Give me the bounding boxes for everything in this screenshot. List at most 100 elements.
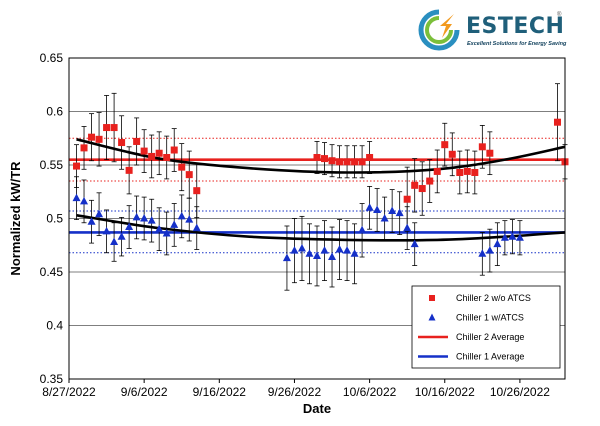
x-axis-title: Date bbox=[303, 401, 331, 416]
chiller-2-point bbox=[343, 145, 351, 179]
chiller-1-point bbox=[320, 220, 329, 281]
square-marker bbox=[148, 152, 156, 160]
chiller-1-point bbox=[403, 206, 412, 250]
y-tick-label: 0.45 bbox=[40, 265, 64, 279]
triangle-marker bbox=[380, 214, 389, 222]
square-marker bbox=[163, 154, 171, 162]
square-marker bbox=[193, 187, 201, 195]
x-tick-label: 9/16/2022 bbox=[193, 385, 247, 399]
triangle-marker bbox=[125, 222, 134, 231]
legend-entry-label: Chiller 2 Average bbox=[456, 332, 524, 342]
chiller-1-point bbox=[335, 219, 344, 280]
square-marker bbox=[328, 157, 336, 165]
triangle-marker bbox=[147, 216, 156, 224]
x-tick-label: 8/27/2022 bbox=[42, 385, 96, 399]
chiller-1-point bbox=[177, 194, 186, 239]
triangle-marker bbox=[297, 243, 306, 252]
triangle-marker bbox=[177, 211, 186, 220]
y-tick-label: 0.6 bbox=[46, 105, 63, 119]
y-axis-title: Normalized kW/TR bbox=[8, 161, 23, 276]
chiller-1-point bbox=[350, 223, 359, 285]
legend: Chiller 2 w/o ATCS Chiller 1 w/ATCS Chille… bbox=[411, 285, 561, 369]
estech-swirl-logo-icon bbox=[418, 9, 460, 51]
legend-box bbox=[411, 285, 561, 369]
triangle-marker bbox=[305, 249, 314, 257]
y-tick-label: 0.55 bbox=[40, 158, 64, 172]
chiller-2-point bbox=[336, 145, 344, 179]
x-tick-label: 9/6/2022 bbox=[121, 385, 168, 399]
chiller-1-point bbox=[365, 185, 374, 230]
chiller-1-point bbox=[388, 189, 397, 233]
triangle-marker bbox=[282, 253, 291, 262]
chiller-1-point bbox=[485, 228, 494, 273]
chiller-1-point bbox=[410, 222, 419, 266]
chiller-2-point bbox=[110, 92, 118, 163]
legend-entry-label: Chiller 2 w/o ATCS bbox=[456, 293, 531, 303]
chiller-2-point bbox=[133, 117, 141, 166]
square-marker bbox=[321, 155, 329, 163]
triangle-marker bbox=[72, 193, 81, 202]
chiller-2-point bbox=[155, 131, 163, 176]
chiller-1-point bbox=[192, 206, 201, 250]
y-tick-labels: 0.35 0.4 0.45 0.5 0.55 0.6 0.65 bbox=[40, 51, 64, 386]
chiller-1-point bbox=[343, 220, 352, 281]
triangle-marker bbox=[162, 228, 171, 237]
chiller-1-point bbox=[297, 215, 306, 281]
chiller-2-point bbox=[426, 159, 434, 203]
chiller-1-point bbox=[493, 222, 502, 266]
x-tick-label: 9/26/2022 bbox=[268, 385, 322, 399]
square-marker bbox=[426, 177, 434, 185]
square-marker bbox=[358, 158, 366, 166]
square-marker bbox=[110, 124, 118, 132]
chiller-1-point bbox=[117, 217, 126, 257]
square-marker bbox=[80, 144, 88, 152]
square-marker bbox=[155, 149, 163, 157]
square-marker bbox=[343, 158, 351, 166]
square-marker bbox=[170, 146, 178, 154]
triangle-marker bbox=[373, 205, 382, 213]
triangle-marker bbox=[515, 233, 524, 241]
triangle-marker bbox=[508, 232, 517, 240]
chiller-2-point bbox=[80, 126, 88, 170]
square-marker bbox=[553, 118, 561, 126]
chiller-1-point bbox=[373, 188, 382, 232]
x-tick-label: 10/6/2022 bbox=[343, 385, 397, 399]
square-marker bbox=[351, 158, 359, 166]
square-marker bbox=[103, 124, 111, 132]
x-tick-labels: 8/27/2022 9/6/2022 9/16/2022 9/26/2022 10/6/… bbox=[42, 379, 550, 399]
legend-square-marker bbox=[429, 295, 435, 301]
chiller-1-point bbox=[132, 195, 141, 240]
x-tick-label: 10/16/2022 bbox=[415, 385, 475, 399]
triangle-marker bbox=[335, 245, 344, 253]
x-tick-label: 10/26/2022 bbox=[490, 385, 550, 399]
chiller-2-point bbox=[313, 141, 321, 174]
triangle-marker bbox=[110, 237, 119, 246]
data-points bbox=[72, 83, 569, 291]
chiller-2-point bbox=[456, 150, 464, 195]
chiller-2-point bbox=[441, 122, 449, 167]
triangle-marker bbox=[102, 226, 111, 235]
triangle-marker bbox=[410, 239, 419, 248]
triangle-marker bbox=[170, 220, 179, 228]
square-marker bbox=[125, 166, 133, 174]
triangle-marker bbox=[290, 246, 299, 254]
chiller-1-point bbox=[395, 191, 404, 235]
triangle-marker bbox=[395, 208, 404, 217]
triangle-marker bbox=[117, 232, 126, 240]
chiller-2-point bbox=[140, 129, 148, 173]
chiller-2-point bbox=[418, 161, 426, 216]
chiller-2-point bbox=[118, 115, 126, 170]
y-tick-label: 0.35 bbox=[40, 372, 64, 386]
triangle-marker bbox=[403, 223, 412, 232]
chiller-2-point bbox=[170, 128, 178, 172]
triangle-marker bbox=[485, 246, 494, 254]
chiller-2-point bbox=[433, 149, 441, 194]
triangle-marker bbox=[365, 203, 374, 211]
chiller-2-point bbox=[486, 131, 494, 176]
chiller-1-point bbox=[147, 198, 156, 243]
square-marker bbox=[456, 168, 464, 176]
square-marker bbox=[178, 163, 186, 171]
trend-curve bbox=[76, 214, 566, 242]
legend-triangle-marker bbox=[428, 313, 436, 321]
square-marker bbox=[366, 154, 374, 162]
